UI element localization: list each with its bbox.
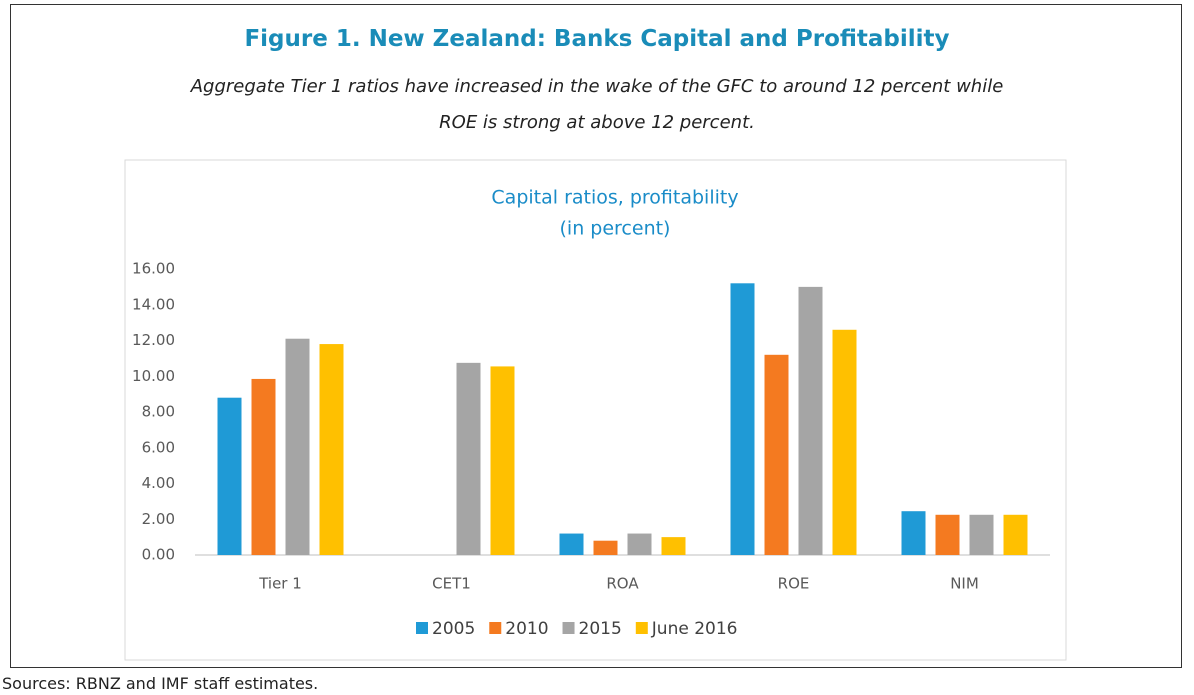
bar: [319, 344, 344, 555]
bar: [456, 362, 481, 555]
figure-title: Figure 1. New Zealand: Banks Capital and…: [244, 26, 950, 52]
bar: [1003, 514, 1028, 555]
y-tick-label: 12.00: [132, 331, 175, 349]
y-tick-label: 2.00: [142, 510, 175, 528]
y-tick-label: 0.00: [142, 546, 175, 564]
x-tick-label: ROE: [778, 575, 810, 593]
y-tick-label: 8.00: [142, 403, 175, 421]
bar: [764, 354, 789, 555]
legend-label: 2010: [505, 619, 548, 639]
chart-subtitle: (in percent): [560, 218, 671, 240]
bar: [969, 514, 994, 555]
y-tick-label: 6.00: [142, 438, 175, 456]
legend-label: 2005: [432, 619, 475, 639]
y-tick-label: 10.00: [132, 367, 175, 385]
bar: [935, 514, 960, 555]
source-note: Sources: RBNZ and IMF staff estimates.: [2, 674, 319, 693]
figure-frame: [10, 4, 1182, 668]
legend-label: 2015: [579, 619, 622, 639]
legend-swatch: [416, 622, 428, 634]
figure-subtitle: ROE is strong at above 12 percent.: [439, 112, 755, 133]
y-tick-label: 16.00: [132, 260, 175, 278]
bar: [627, 533, 652, 555]
bar: [661, 537, 686, 555]
bar: [901, 511, 926, 555]
x-tick-label: NIM: [950, 575, 979, 593]
bar: [798, 286, 823, 555]
bar: [593, 540, 618, 555]
chart-frame: [124, 159, 1067, 661]
chart-title: Capital ratios, profitability: [491, 187, 738, 209]
y-tick-label: 4.00: [142, 474, 175, 492]
bar: [559, 533, 584, 555]
x-tick-label: CET1: [432, 575, 471, 593]
bar: [832, 329, 857, 555]
legend-label: June 2016: [651, 619, 738, 639]
bar: [730, 283, 755, 555]
chart: Capital ratios, profitability (in percen…: [124, 159, 1067, 661]
bar: [490, 366, 515, 555]
figure-subtitle: Aggregate Tier 1 ratios have increased i…: [190, 76, 1004, 97]
y-tick-label: 14.00: [132, 295, 175, 313]
bar: [251, 378, 276, 555]
x-tick-label: ROA: [606, 575, 639, 593]
x-tick-label: Tier 1: [258, 575, 302, 593]
legend-swatch: [562, 622, 575, 634]
legend-swatch: [489, 622, 502, 634]
bar: [217, 397, 242, 555]
legend-swatch: [635, 622, 648, 634]
bar: [285, 338, 310, 555]
